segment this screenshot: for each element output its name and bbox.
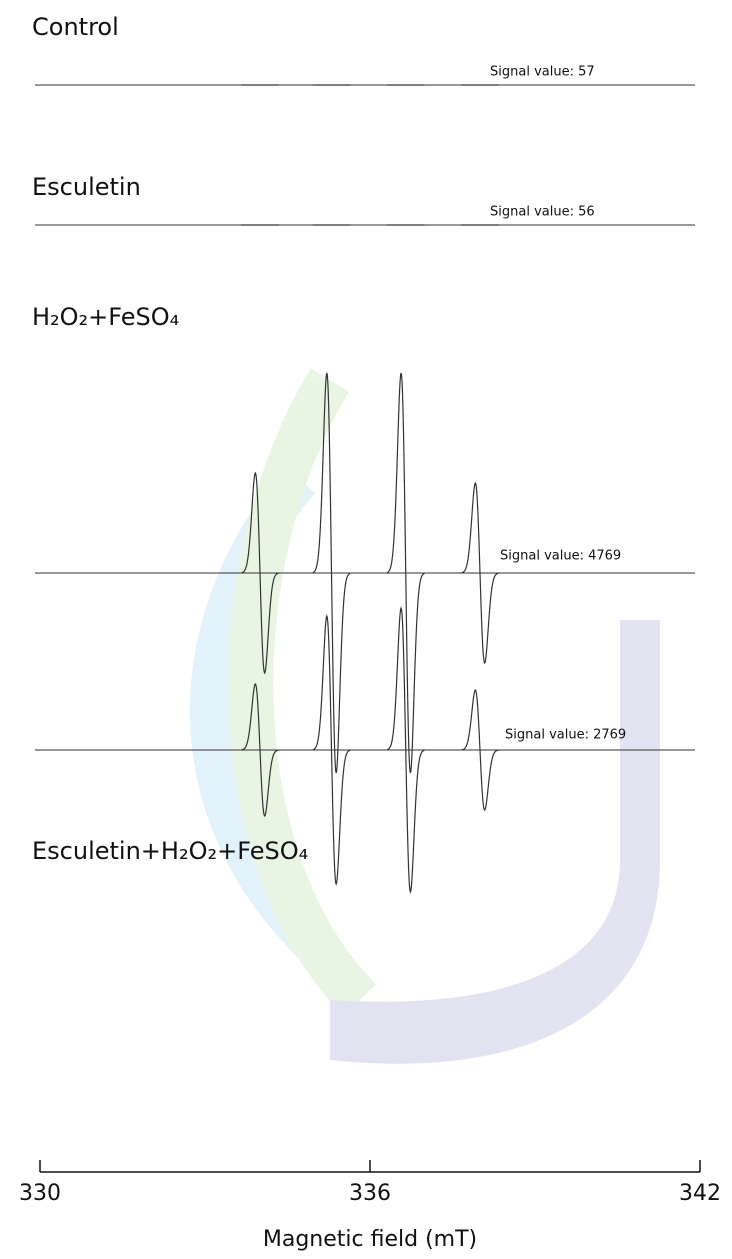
series-label: Esculetin [32,173,141,201]
watermark [189,368,660,1064]
signal-label: Signal value: 4769 [500,549,621,564]
spectrum-peak [241,471,279,675]
x-tick-label: 342 [679,1181,721,1206]
signal-label: Signal value: 56 [490,205,595,220]
series-label: Control [32,13,119,41]
spectrum-peak [241,682,279,818]
x-axis-label: Magnetic field (mT) [263,1227,477,1252]
plot: 330 336 342 Control Signal value: 57 Esculeti… [19,13,721,1206]
series-label: H₂O₂+FeSO₄ [32,303,179,331]
x-tick-label: 330 [19,1181,61,1206]
spectrum-peak [386,372,425,774]
spectrum-peak [312,614,351,886]
spectrum-peak [312,372,351,774]
watermark-arc [189,466,344,976]
spectrum-peak [461,689,499,811]
spectrum-peak [386,606,425,894]
x-tick-label: 336 [349,1181,391,1206]
watermark-arc [228,368,377,1016]
signal-label: Signal value: 57 [490,65,595,80]
watermark-j [330,620,660,1064]
spectrum-peak [461,481,499,665]
series-label: Esculetin+H₂O₂+FeSO₄ [32,837,308,865]
signal-label: Signal value: 2769 [505,728,626,743]
